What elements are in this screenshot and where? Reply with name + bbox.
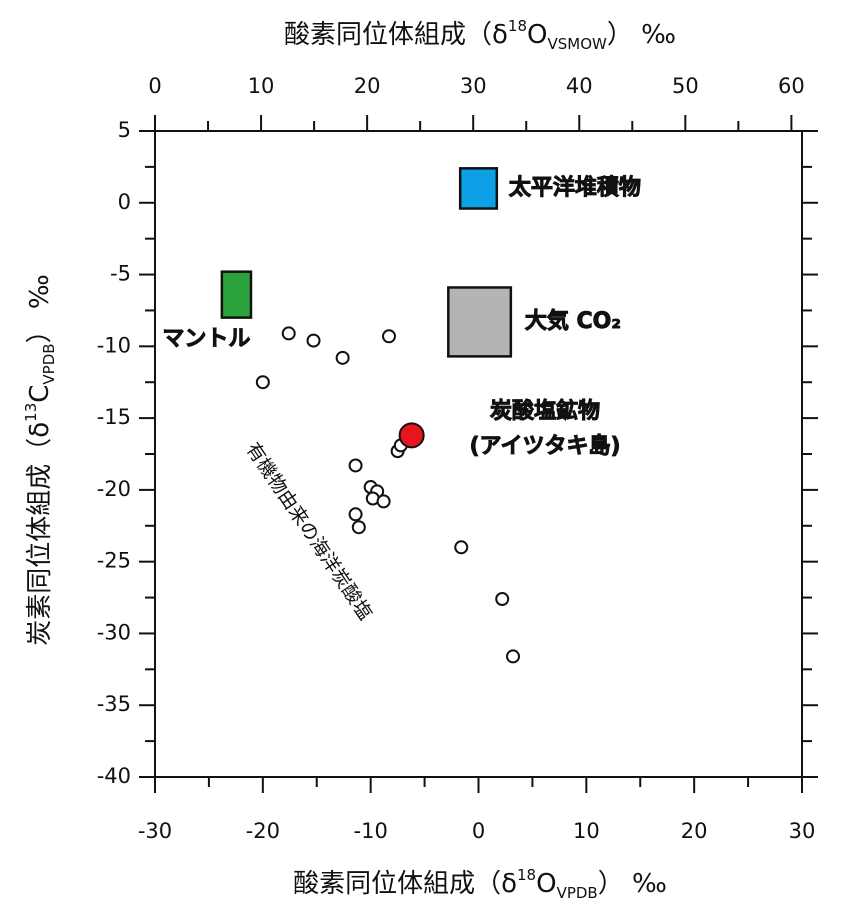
point [398, 422, 425, 449]
point [506, 649, 521, 664]
point [281, 326, 296, 341]
point [454, 540, 469, 555]
x-tick-label: 30 [789, 819, 816, 843]
y-axis-title-part: 炭素同位体組成（δ [25, 422, 55, 646]
y-axis-title-part: C [25, 385, 55, 403]
x2-axis-title-part: O [527, 20, 547, 50]
region-label: 太平洋堆積物 [509, 174, 641, 200]
y-axis-title-part: ） ‰ [25, 274, 55, 343]
x2-tick-label: 20 [354, 74, 381, 98]
x2-tick-label: 40 [566, 74, 593, 98]
y-tick-label: 5 [118, 118, 131, 142]
y-axis-title-sub: VPDB [40, 343, 58, 384]
x-axis-title-part: O [536, 869, 556, 899]
x2-tick-label: 30 [460, 74, 487, 98]
series-label: (アイツタキ島) [469, 433, 620, 459]
x2-tick-label: 50 [672, 74, 699, 98]
x2-axis-title-part: ） ‰ [607, 20, 676, 50]
y-axis-title: 炭素同位体組成（δ13CVPDB） ‰ [22, 274, 58, 645]
y-tick-label: -40 [97, 764, 131, 788]
x-tick-label: -10 [354, 819, 388, 843]
point [348, 458, 363, 473]
y-tick-label: -10 [97, 333, 131, 357]
point [495, 591, 510, 606]
x-axis-title-sub: VPDB [557, 884, 598, 902]
y-tick-label: -35 [97, 692, 131, 716]
point [351, 520, 366, 535]
x-tick-label: 0 [472, 819, 485, 843]
x-tick-label: -30 [138, 819, 172, 843]
y-axis-title-sup: 13 [22, 403, 40, 422]
x-axis-title-sup: 18 [517, 866, 536, 884]
point [376, 494, 391, 509]
y-tick-label: -15 [97, 405, 131, 429]
point [381, 329, 396, 344]
y-tick-label: -20 [97, 477, 131, 501]
region [220, 270, 253, 319]
x2-tick-label: 10 [248, 74, 275, 98]
region [458, 167, 499, 210]
x2-tick-label: 0 [148, 74, 161, 98]
region-label: マントル [162, 327, 250, 352]
y-tick-label: -25 [97, 549, 131, 573]
x2-axis-title-sup: 18 [508, 17, 527, 35]
point [335, 350, 350, 365]
region [447, 286, 513, 358]
x2-axis-title-part: 酸素同位体組成（δ [284, 20, 508, 50]
point [255, 375, 270, 390]
point [306, 333, 321, 348]
x-tick-label: 20 [681, 819, 708, 843]
x2-axis-title: 酸素同位体組成（δ18OVSMOW） ‰ [284, 17, 676, 53]
x-axis-title: 酸素同位体組成（δ18OVPDB） ‰ [293, 866, 667, 902]
x2-tick-label: 60 [778, 74, 805, 98]
y-tick-label: -5 [110, 262, 131, 286]
x2-axis-title-sub: VSMOW [547, 35, 607, 53]
x-tick-label: 10 [573, 819, 600, 843]
x-axis-title-part: 酸素同位体組成（δ [293, 869, 517, 899]
series-label: 炭酸塩鉱物 [490, 398, 600, 424]
region-label: 大気 CO₂ [525, 308, 621, 334]
y-tick-label: 0 [118, 190, 131, 214]
point [348, 507, 363, 522]
x-tick-label: -20 [246, 819, 280, 843]
x-axis-title-part: ） ‰ [598, 869, 667, 899]
y-tick-label: -30 [97, 620, 131, 644]
